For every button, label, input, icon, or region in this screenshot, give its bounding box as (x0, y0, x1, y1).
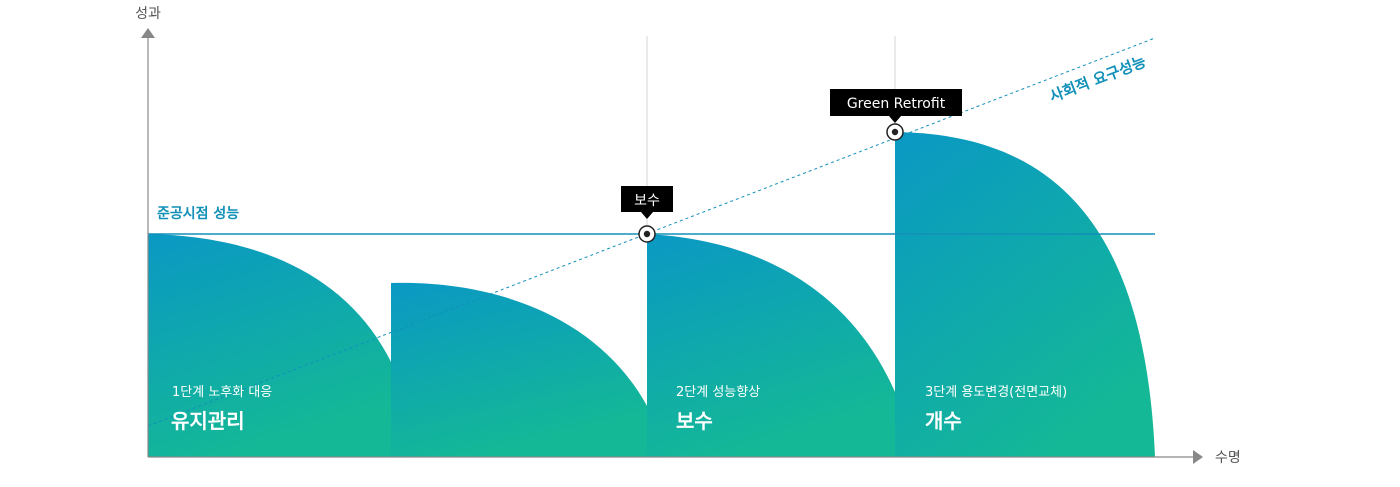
marker-retrofit (886, 123, 904, 141)
callout-retrofit-box (830, 89, 962, 116)
curve-stage-3 (895, 132, 1155, 457)
callout-repair-label: 보수 (634, 193, 660, 209)
trend-line-label: 사회적 요구성능 (1047, 52, 1149, 105)
callout-repair-pointer (641, 212, 653, 219)
callout-repair: 보수 (621, 186, 673, 219)
callout-repair-box (621, 186, 673, 212)
reference-line-label: 준공시점 성능 (157, 205, 239, 222)
stage-1-title: 유지관리 (171, 409, 245, 433)
stage-3-title: 개수 (925, 409, 962, 433)
curve-stage-1a (148, 234, 391, 457)
stage-2-subtitle: 2단계 성능향상 (676, 385, 760, 400)
stage-3-subtitle: 3단계 용도변경(전면교체) (925, 385, 1067, 400)
callout-retrofit-pointer (889, 116, 901, 123)
stage-2-title: 보수 (676, 409, 713, 433)
curve-stage-2 (647, 234, 895, 457)
y-axis-label: 성과 (135, 6, 161, 22)
stage-1-subtitle: 1단계 노후화 대응 (172, 385, 272, 400)
callout-retrofit-label: Green Retrofit (847, 96, 946, 112)
y-axis-arrow-icon (141, 28, 155, 38)
x-axis-arrow-icon (1193, 450, 1203, 464)
curve-stage-1b (391, 282, 647, 457)
callout-retrofit: Green Retrofit (830, 89, 962, 123)
marker-repair (638, 225, 656, 243)
x-axis-label: 수명 (1215, 450, 1241, 466)
